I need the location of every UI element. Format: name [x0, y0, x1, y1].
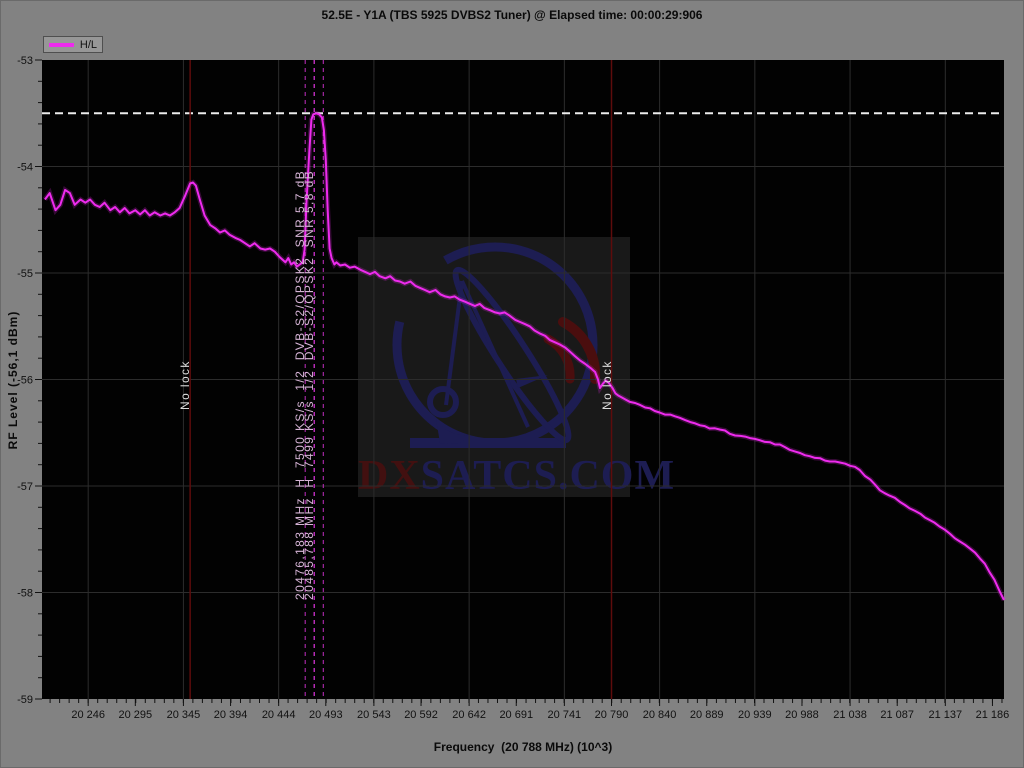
x-tick-label: 21 038	[833, 709, 867, 721]
y-tick-label: -58	[17, 588, 33, 600]
window-title: 52.5E - Y1A (TBS 5925 DVBS2 Tuner) @ Ela…	[321, 8, 703, 22]
x-tick-label: 20 642	[452, 709, 486, 721]
y-tick-label: -53	[17, 55, 33, 67]
y-axis: -53-54-55-56-57-58-59	[17, 55, 42, 706]
x-axis-title: Frequency (20 788 MHz) (10^3)	[433, 740, 613, 754]
x-tick-label: 20 691	[499, 709, 533, 721]
series-label: H/L	[79, 38, 97, 51]
x-tick-label: 20 246	[71, 709, 105, 721]
x-tick-label: 20 939	[738, 709, 772, 721]
x-tick-label: 21 186	[976, 709, 1010, 721]
x-tick-label: 20 295	[118, 709, 152, 721]
x-tick-label: 20 741	[548, 709, 582, 721]
x-tick-label: 20 493	[309, 709, 343, 721]
x-tick-label: 20 543	[357, 709, 391, 721]
x-axis: 20 246 20 295 20 345 20 394 20 444 20 493 20 5…	[49, 699, 1010, 721]
x-tick-label: 20 345	[167, 709, 201, 721]
x-tick-label: 20 840	[643, 709, 677, 721]
x-tick-label: 20 988	[785, 709, 819, 721]
y-tick-label: -59	[17, 694, 33, 706]
x-tick-label: 20 592	[404, 709, 438, 721]
x-tick-label: 20 790	[595, 709, 629, 721]
x-tick-label: 21 137	[928, 709, 962, 721]
x-tick-label: 21 087	[880, 709, 914, 721]
y-axis-title: RF Level (-56,1 dBm)	[6, 310, 20, 450]
y-tick-label: -54	[17, 162, 33, 174]
x-tick-label: 20 444	[262, 709, 296, 721]
legend[interactable]: H/L	[43, 36, 103, 53]
x-tick-label: 20 394	[214, 709, 248, 721]
y-tick-label: -57	[17, 481, 33, 493]
x-tick-label: 20 889	[690, 709, 724, 721]
series-color-swatch	[49, 42, 74, 47]
y-tick-label: -55	[17, 268, 33, 280]
plot-area[interactable]	[42, 60, 1004, 699]
